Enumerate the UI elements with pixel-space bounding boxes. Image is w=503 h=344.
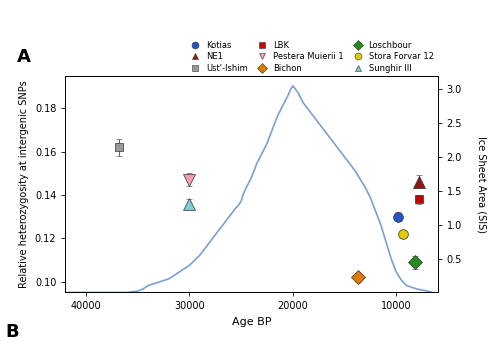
Y-axis label: Ice Sheet Area (SIS): Ice Sheet Area (SIS) bbox=[476, 136, 486, 233]
X-axis label: Age BP: Age BP bbox=[232, 317, 271, 327]
Text: B: B bbox=[5, 323, 19, 341]
Y-axis label: Relative heterozygosity at intergenic SNPs: Relative heterozygosity at intergenic SN… bbox=[19, 80, 29, 288]
Legend: Kotias, NE1, Ust'-Ishim, LBK, Pestera Muierii 1, Bichon, Loschbour, Stora Forvar: Kotias, NE1, Ust'-Ishim, LBK, Pestera Mu… bbox=[187, 41, 434, 73]
Text: A: A bbox=[17, 47, 31, 65]
